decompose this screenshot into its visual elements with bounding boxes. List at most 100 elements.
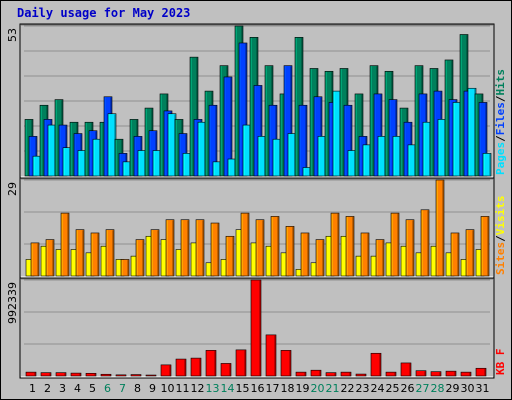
bar-sites-day-8-face [135, 239, 145, 277]
bar-files-day-14-highlight [224, 77, 226, 176]
bar-sites-day-2 [45, 239, 55, 277]
day-label-30: 30 [461, 382, 475, 395]
y-axis-labels: 53 29 992339 [6, 28, 19, 324]
bar-pages-day-26-highlight [408, 145, 410, 176]
bar-sites-day-11-shadow [187, 220, 189, 276]
panel-1-legend-item-2: Files [494, 102, 507, 135]
bar-sites-day-19-shadow [307, 233, 309, 276]
bar-files-day-16-shadow [260, 86, 262, 176]
bar-sites-day-23-face [360, 232, 370, 277]
bar-visits-day-3-highlight [56, 250, 58, 276]
bar-sites-day-22-face [345, 216, 355, 277]
bar-pages-day-28-highlight [438, 119, 440, 176]
bar-marks [24, 25, 492, 377]
bar-sites-day-31 [480, 216, 490, 277]
bar-files-day-26-highlight [404, 122, 406, 176]
bar-kb-f-day-15-shadow [244, 350, 246, 376]
bar-kb-f-day-15 [235, 349, 247, 377]
bar-kb-f-day-2-shadow [49, 373, 51, 376]
panel-1-legend: Pages/Files/Hits [494, 69, 507, 175]
bar-sites-day-29-highlight [451, 233, 453, 276]
panel-3-ymax-label: 992339 [6, 282, 19, 324]
bar-sites-day-14-face [225, 235, 235, 277]
bar-kb-f-day-6 [100, 373, 112, 377]
bar-kb-f-day-2 [40, 372, 52, 377]
bar-hits-day-18-highlight [280, 94, 282, 176]
bar-hits-day-12-shadow [196, 57, 198, 176]
bar-files-day-31-shadow [485, 103, 487, 176]
bar-visits-day-11-highlight [176, 250, 178, 276]
bar-pages-day-7-highlight [123, 162, 125, 176]
bar-sites-day-27 [420, 209, 430, 277]
bar-sites-day-8-shadow [142, 240, 144, 276]
bar-files-day-9-highlight [149, 131, 151, 176]
bar-kb-f-day-15-face [235, 349, 247, 377]
bar-hits-day-14-highlight [220, 66, 222, 176]
bar-sites-day-20-face [315, 239, 325, 277]
bar-sites-day-18-shadow [292, 226, 294, 276]
bar-kb-f-day-15-highlight [236, 350, 238, 376]
bar-files-day-13-highlight [209, 105, 211, 176]
bar-files-day-8-highlight [134, 136, 136, 176]
day-label-6: 6 [104, 382, 111, 395]
bar-kb-f-day-18-highlight [281, 350, 283, 376]
bar-sites-day-7-shadow [127, 260, 129, 276]
bar-sites-day-4 [75, 229, 85, 277]
bar-sites-day-1-highlight [31, 243, 33, 276]
bar-sites-day-3-shadow [67, 213, 69, 276]
bar-files-day-24-shadow [380, 94, 382, 176]
bar-kb-f-day-20 [310, 369, 322, 377]
bar-files-day-29-highlight [449, 100, 451, 176]
bar-visits-day-5-highlight [86, 253, 88, 276]
bar-pages-day-6-highlight [108, 114, 110, 176]
bar-sites-day-23-highlight [361, 233, 363, 276]
bar-sites-day-21-highlight [331, 213, 333, 276]
bar-kb-f-day-16-highlight [251, 280, 253, 376]
bar-hits-day-23-highlight [355, 94, 357, 176]
bar-pages-day-30-highlight [468, 88, 470, 176]
bar-kb-f-day-12-shadow [199, 358, 201, 376]
bar-sites-day-26-highlight [406, 220, 408, 276]
bar-sites-day-30 [465, 229, 475, 277]
bar-files-day-30-highlight [464, 91, 466, 176]
bar-hits-day-7-highlight [115, 139, 117, 176]
day-label-4: 4 [74, 382, 81, 395]
bar-sites-day-9-face [150, 229, 160, 277]
bar-kb-f-day-12-face [190, 357, 202, 377]
bar-files-day-3-highlight [59, 125, 61, 176]
bar-sites-day-25-face [390, 212, 400, 277]
bar-kb-f-day-26-highlight [401, 363, 403, 376]
bar-visits-day-14-highlight [221, 260, 223, 276]
bar-files-day-19 [298, 104, 308, 177]
bar-pages-day-22-highlight [348, 151, 350, 176]
bar-pages-day-21-highlight [333, 91, 335, 176]
bar-pages-day-13-highlight [213, 162, 215, 176]
bar-sites-day-10-highlight [166, 220, 168, 276]
bar-sites-day-24-highlight [376, 240, 378, 276]
bar-kb-f-day-30-face [460, 371, 472, 377]
bar-kb-f-day-1-face [25, 371, 37, 377]
bar-kb-f-day-7-face [115, 374, 127, 377]
bar-pages-day-11-highlight [183, 153, 185, 176]
bar-pages-day-29-highlight [453, 103, 455, 176]
bar-kb-f-day-25-face [385, 371, 397, 377]
bar-kb-f-day-27-shadow [424, 371, 426, 376]
bar-pages-day-15-highlight [243, 125, 245, 176]
day-label-24: 24 [371, 382, 385, 395]
bar-kb-f-day-26-face [400, 362, 412, 377]
bar-sites-day-25-shadow [397, 213, 399, 276]
bar-files-day-17-highlight [269, 105, 271, 176]
bar-kb-f-day-4-face [70, 372, 82, 377]
bar-kb-f-day-8 [130, 374, 142, 377]
bar-kb-f-day-19 [295, 371, 307, 377]
bar-kb-f-day-23-highlight [356, 374, 358, 376]
bar-kb-f-day-27 [415, 370, 427, 377]
bar-kb-f-day-20-shadow [319, 370, 321, 376]
bar-files-day-15-shadow [245, 43, 247, 176]
bar-sites-day-22-highlight [346, 217, 348, 276]
bar-hits-day-20-highlight [310, 69, 312, 176]
bar-sites-day-28-shadow [442, 180, 444, 276]
bar-hits-day-5-highlight [85, 122, 87, 176]
bar-files-day-2-highlight [44, 119, 46, 176]
